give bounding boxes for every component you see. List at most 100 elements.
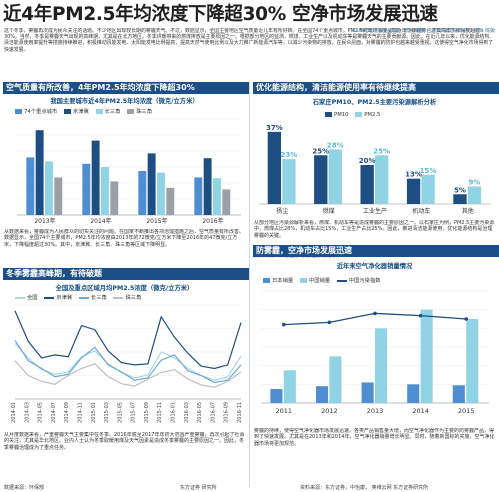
x-tick-label: 2012 (321, 407, 338, 415)
legend-label: 中国污染指数 (348, 278, 381, 284)
legend-label: 中国销量 (308, 278, 331, 284)
x-tick-label: 2014-11 (77, 402, 83, 423)
bar (54, 177, 63, 215)
section-header-air-purifier: 防雾霾，空净市场发展迅速 (253, 245, 499, 257)
data-label: 20% (359, 157, 376, 165)
bar (194, 177, 203, 215)
bar (166, 187, 175, 215)
pm25-monthly-chart: 2014-01 2014-03 2014-05 2014-07 2014-09 2014-… (11, 304, 243, 423)
panel1-legend: 74个重点城市 京津冀 长三角 珠三角 (10, 107, 246, 115)
index-point (464, 317, 468, 321)
index-point (282, 322, 286, 327)
legend-swatch (127, 109, 135, 114)
legend-label: 74个重点城市 (24, 109, 58, 115)
index-point (418, 313, 423, 318)
bar (420, 309, 433, 403)
x-tick-label: 燃煤 (323, 207, 335, 215)
data-label: 23% (280, 151, 297, 159)
legend-label: 京津冀 (72, 109, 89, 115)
panel1-subtitle: 我国主要城市近4年PM2.5年均浓度（微克/立方米） (50, 98, 199, 105)
bar (328, 149, 342, 204)
legend-label: 全国 (27, 295, 38, 301)
legend-label: 珠三角 (136, 109, 153, 115)
x-tick-label: 其他 (462, 207, 474, 215)
bar (314, 155, 328, 204)
legend-swatch (95, 109, 103, 114)
panel2-source: 数据来源：环保部 (4, 485, 45, 491)
legend-label: PM10 (334, 112, 349, 118)
x-tick-label: 2015年 (146, 217, 167, 225)
bar (213, 178, 221, 215)
legend-label: PM2.5 (364, 112, 381, 118)
x-tick-label: 2015-09 (144, 402, 150, 423)
x-tick-label: 2016-11 (237, 402, 243, 423)
bar (452, 385, 465, 403)
column-divider (249, 82, 250, 487)
legend-swatch (299, 278, 307, 283)
x-tick-label: 2015-11 (157, 402, 163, 423)
legend-swatch (63, 109, 71, 114)
x-tick-label: 2016-05 (197, 402, 203, 423)
bar (110, 181, 119, 215)
bar (147, 153, 156, 215)
legend-swatch (336, 279, 347, 282)
x-tick-label: 2016-07 (210, 402, 216, 423)
panel2-subtitle: 全国及重点区域月均PM2.5浓度（微克/立方米） (55, 285, 194, 292)
bar (270, 389, 283, 403)
x-tick-label: 2014-03 (24, 402, 30, 423)
x-tick-label: 2011 (276, 407, 293, 415)
section-header-winter-smog: 冬季雾霾高峰期，有待破题 (3, 268, 249, 280)
panel3-note: 从部分地区污染源解析来看，燃煤、机动车等是造成雾霾的主要原因之一。以石家庄为例，… (254, 220, 495, 239)
bar (157, 172, 165, 215)
legend-label: 京津冀 (56, 295, 73, 301)
bar (407, 384, 420, 403)
bar (26, 157, 35, 215)
legend-label: 日本销量 (272, 278, 294, 284)
bar (421, 174, 435, 204)
series-line (14, 310, 242, 370)
intro-text: 这个冬季，雾霾再次成为民众关注的话题。不少地区出现较长期的雾霾天气。不过，数据显… (4, 28, 495, 53)
legend-swatch (15, 109, 22, 114)
pm25-annual-chart: 2013年 2014年 2015年 2016年 (17, 118, 241, 225)
panel2-legend: 全国 京津冀 长三角 珠三角 (10, 293, 246, 301)
page-title: 近4年PM2.5年均浓度下降超30% 空净市场发展迅速 (3, 4, 438, 25)
legend-swatch (113, 296, 124, 299)
x-tick-label: 2014-05 (38, 402, 44, 423)
x-tick-label: 2015-07 (131, 402, 137, 423)
data-label: 25% (373, 147, 390, 155)
x-tick-label: 2014-09 (64, 402, 70, 423)
intro-paragraph: 这个冬季，雾霾再次成为民众关注的话题。不少地区出现较长期的雾霾天气。不过，数据显… (4, 28, 495, 53)
x-tick-label: 机动车 (412, 207, 430, 215)
x-tick-label: 扬尘 (276, 207, 288, 215)
x-tick-label: 2015 (458, 407, 475, 415)
x-tick-label: 2013 (367, 407, 384, 415)
panel2-source-right: 东方证券 研究所 (180, 485, 217, 491)
bar (82, 163, 91, 215)
bar (91, 140, 100, 215)
legend-swatch (263, 278, 270, 283)
section-header-energy: 优化能源结构，清洁能源使用率有待继续提高 (253, 82, 499, 94)
legend-swatch (78, 296, 89, 299)
data-label: 25% (312, 147, 329, 155)
x-tick-label: 2014-01 (11, 402, 17, 423)
panel4-legend: 日本销量 中国销量 中国污染指数 (258, 276, 496, 284)
legend-label: 珠三角 (125, 295, 142, 301)
panel1-note: 从数据来看，雾霾成为人民群众的切实关注的问题。在国家不断推出各项治理措施之后，空… (4, 229, 245, 248)
series-line (14, 360, 242, 388)
bar (35, 130, 44, 215)
legend-swatch (44, 296, 55, 299)
x-tick-label: 2014年 (90, 217, 111, 225)
x-tick-label: 2015-03 (104, 402, 110, 423)
panel4-subtitle: 近年来空气净化器销量情况 (336, 263, 413, 270)
bar (315, 386, 329, 403)
x-tick-label: 2013年 (34, 217, 55, 225)
bar (329, 356, 342, 403)
bar (267, 131, 282, 204)
data-label: 37% (266, 124, 283, 132)
x-tick-label: 2015-05 (117, 402, 123, 423)
bar (467, 186, 482, 204)
series-line (14, 339, 242, 384)
legend-swatch (355, 112, 363, 117)
bar (282, 159, 296, 204)
bar (466, 319, 479, 403)
